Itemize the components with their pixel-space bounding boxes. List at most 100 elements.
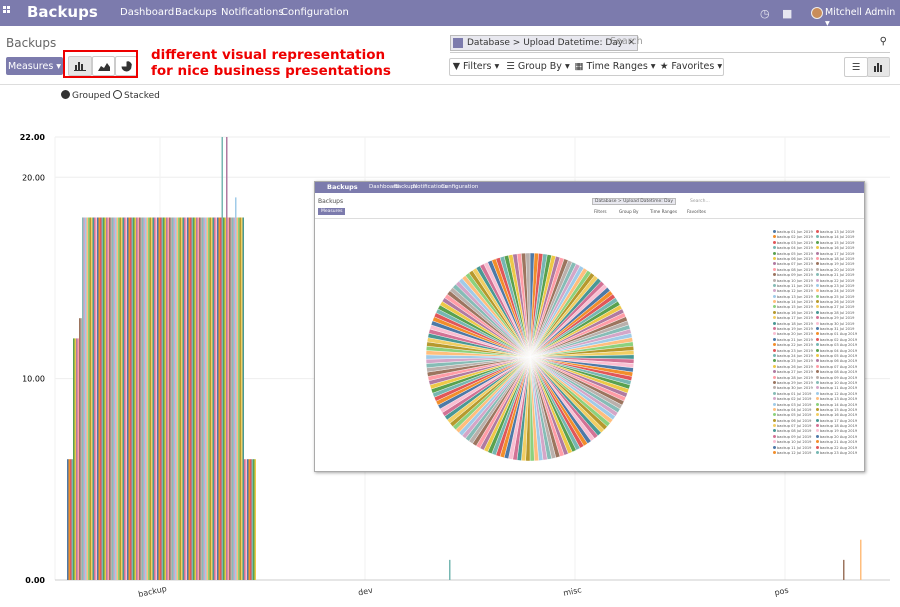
bar (77, 338, 79, 580)
legend-item: backup 01 Jul 2019 (773, 391, 816, 397)
bar (140, 217, 142, 580)
bar (167, 217, 169, 580)
legend-item: backup 02 Aug 2019 (816, 337, 859, 343)
bar (122, 217, 124, 580)
grouped-option[interactable]: Grouped (61, 90, 111, 101)
measures-button[interactable]: Measures ▾ (6, 57, 63, 75)
legend-swatch (773, 300, 776, 304)
legend-label: backup 25 Jul 2019 (820, 294, 855, 299)
legend-swatch (816, 240, 819, 244)
bar (97, 217, 99, 580)
y-tick-label: 22.00 (20, 133, 46, 142)
legend-item: backup 06 Aug 2019 (816, 359, 859, 364)
legend-item: backup 28 Jul 2019 (816, 310, 859, 316)
bar (214, 217, 216, 580)
legend-label: backup 23 Jul 2019 (820, 283, 855, 288)
search-icon[interactable]: ⚲ (879, 36, 887, 47)
app-title[interactable]: Backups (27, 3, 98, 21)
time-ranges-button[interactable]: ▦ Time Ranges ▾ (574, 58, 656, 76)
legend-swatch (773, 294, 776, 298)
legend-label: backup 24 Jun 2019 (777, 353, 813, 358)
legend-label: backup 26 Jul 2019 (820, 300, 855, 305)
legend-label: backup 21 Jun 2019 (777, 337, 813, 342)
legend-item: backup 06 Jun 2019 (773, 256, 816, 262)
menu-dashboard[interactable]: Dashboard (120, 7, 175, 18)
legend-swatch (773, 283, 776, 287)
search-input[interactable]: Search (610, 36, 643, 47)
legend-swatch (773, 337, 776, 341)
bar (119, 217, 121, 580)
legend-item: backup 08 Aug 2019 (816, 370, 859, 375)
legend-swatch (773, 348, 776, 352)
legend-item: backup 16 Jul 2019 (816, 246, 859, 251)
bar (79, 318, 81, 580)
remove-facet-icon[interactable]: ✕ (627, 38, 636, 48)
legend-label: backup 18 Jun 2019 (777, 321, 813, 326)
bar (124, 217, 126, 580)
search-bar[interactable]: Database > Upload Datetime: Day ✕ Search… (450, 34, 890, 53)
legend-item: backup 19 Aug 2019 (816, 429, 859, 434)
chat-icon[interactable]: ■ (782, 7, 793, 20)
legend-label: backup 12 Jul 2019 (777, 451, 812, 456)
legend-swatch (773, 386, 776, 390)
menu-configuration[interactable]: Configuration (281, 7, 349, 18)
legend-label: backup 12 Jun 2019 (777, 289, 813, 294)
line-chart-button[interactable] (92, 56, 115, 76)
bar (91, 217, 93, 580)
bar (236, 217, 238, 580)
bar-chart-button[interactable] (68, 56, 92, 76)
bar (242, 217, 244, 580)
apps-menu-icon[interactable] (3, 6, 13, 16)
group-by-button[interactable]: ☰ Group By ▾ (505, 58, 571, 76)
legend-item: backup 14 Jul 2019 (816, 235, 859, 240)
legend-label: backup 04 Jun 2019 (777, 246, 813, 251)
legend-label: backup 05 Jun 2019 (777, 251, 813, 256)
legend-item: backup 21 Jul 2019 (816, 273, 859, 278)
legend-item: backup 08 Jun 2019 (773, 267, 816, 273)
bar (118, 217, 120, 580)
filters-button[interactable]: ▼ Filters ▾ (449, 58, 503, 76)
stacked-option[interactable]: Stacked (113, 90, 160, 101)
legend-swatch (773, 413, 776, 417)
x-tick-label: misc (562, 585, 582, 598)
bar (199, 217, 201, 580)
list-view-button[interactable]: ☰ (844, 57, 868, 77)
bar (121, 217, 123, 580)
avatar[interactable] (811, 7, 823, 19)
area-chart-icon (97, 63, 110, 71)
legend-item: backup 23 Aug 2019 (816, 451, 859, 456)
menu-backups[interactable]: Backups (175, 7, 217, 18)
bar (250, 459, 252, 580)
search-facet[interactable]: Database > Upload Datetime: Day ✕ (450, 35, 639, 51)
bar (134, 217, 136, 580)
inset-menu-dashboard: Dashboard (369, 184, 399, 190)
legend-label: backup 30 Jul 2019 (820, 321, 855, 326)
legend-swatch (773, 397, 776, 401)
legend-item: backup 23 Jul 2019 (816, 283, 859, 289)
menu-notifications[interactable]: Notifications (221, 7, 284, 18)
bar-chart: 0.00 10.00 20.00 22.00 backup dev misc pos (20, 133, 890, 599)
legend-label: backup 08 Aug 2019 (820, 370, 858, 375)
legend-item: backup 17 Jun 2019 (773, 316, 816, 321)
legend-item: backup 15 Aug 2019 (816, 407, 859, 413)
bar (145, 217, 147, 580)
legend-label: backup 17 Jul 2019 (820, 251, 855, 256)
graph-view-button[interactable] (867, 57, 890, 77)
bar (169, 217, 171, 580)
activity-clock-icon[interactable]: ◷ (760, 7, 770, 20)
legend-label: backup 05 Jul 2019 (777, 413, 812, 418)
bar (173, 217, 175, 580)
legend-swatch (816, 386, 819, 390)
legend-label: backup 03 Aug 2019 (820, 343, 858, 348)
bar (191, 217, 193, 580)
bar (89, 217, 91, 580)
legend-label: backup 22 Aug 2019 (820, 445, 858, 450)
bar (200, 217, 202, 580)
legend-label: backup 14 Aug 2019 (820, 402, 858, 407)
legend-label: backup 25 Jun 2019 (777, 359, 813, 364)
legend-label: backup 27 Jul 2019 (820, 305, 855, 310)
legend-swatch (773, 240, 776, 244)
favorites-button[interactable]: ★ Favorites ▾ (658, 58, 724, 76)
user-menu[interactable]: Mitchell Admin ▾ (825, 7, 896, 29)
legend-swatch (773, 407, 776, 411)
